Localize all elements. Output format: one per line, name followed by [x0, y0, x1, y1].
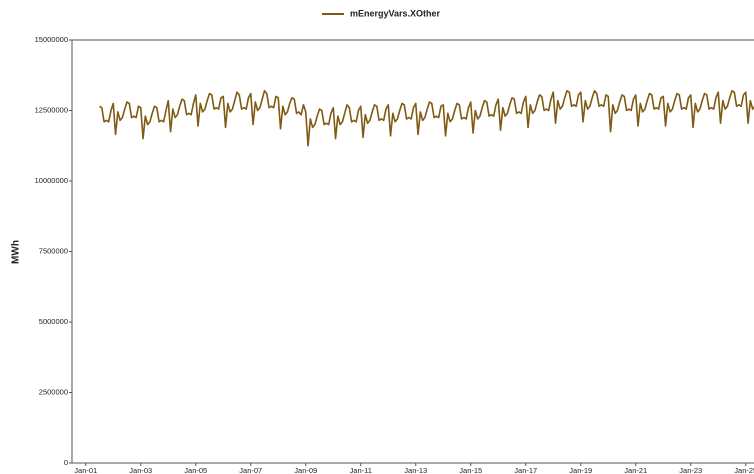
x-tick-label: Jan-07 [239, 466, 262, 474]
x-tick-label: Jan-15 [459, 466, 482, 474]
y-tick-label: 5000000 [39, 317, 68, 326]
legend-label: mEnergyVars.XOther [350, 8, 441, 18]
y-axis-label: MWh [11, 240, 22, 264]
x-tick-label: Jan-09 [294, 466, 317, 474]
y-tick-label: 7500000 [39, 246, 68, 255]
x-tick-label: Jan-21 [624, 466, 647, 474]
x-tick-label: Jan-01 [74, 466, 97, 474]
x-tick-label: Jan-13 [404, 466, 427, 474]
y-tick-label: 10000000 [35, 176, 68, 185]
y-tick-label: 0 [64, 458, 68, 467]
y-tick-label: 2500000 [39, 387, 68, 396]
x-tick-label: Jan-05 [184, 466, 207, 474]
x-tick-label: Jan-23 [679, 466, 702, 474]
y-tick-label: 15000000 [35, 35, 68, 44]
data-line [99, 89, 754, 147]
x-tick-label: Jan-03 [129, 466, 152, 474]
x-tick-label: Jan-11 [350, 466, 372, 474]
y-tick-label: 12500000 [35, 105, 68, 114]
x-tick-label: Jan-19 [569, 466, 592, 474]
x-tick-label: Jan-17 [514, 466, 537, 474]
x-tick-label: Jan-25 [734, 466, 754, 474]
